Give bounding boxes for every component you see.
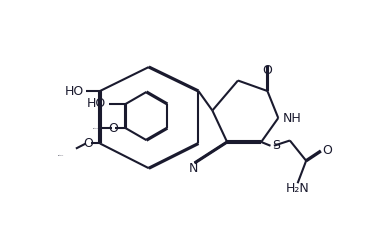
Text: O: O — [84, 137, 94, 150]
Text: O: O — [109, 122, 119, 135]
Text: H₂N: H₂N — [286, 182, 310, 195]
Text: O: O — [262, 64, 272, 77]
Text: N: N — [189, 162, 198, 175]
Text: methoxy: methoxy — [93, 128, 99, 129]
Text: HO: HO — [87, 98, 106, 111]
Text: S: S — [272, 139, 280, 152]
Text: O: O — [322, 144, 332, 157]
Text: NH: NH — [283, 111, 301, 124]
Text: methoxy: methoxy — [57, 155, 64, 156]
Text: HO: HO — [64, 84, 84, 98]
